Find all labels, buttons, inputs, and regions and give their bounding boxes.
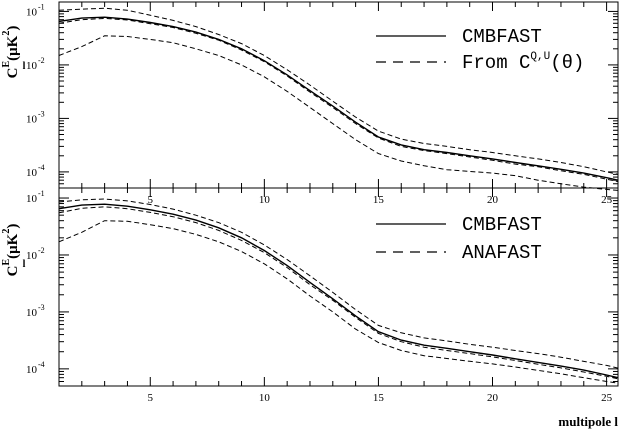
- x-tick-label: 5: [148, 392, 154, 404]
- legend-label-text: ANAFAST: [462, 242, 542, 264]
- y-axis-label: CE(μK2): [1, 224, 21, 277]
- series-line-dashed: [58, 220, 619, 384]
- x-tick-label: 20: [487, 194, 499, 206]
- y-tick-base: 10: [26, 113, 38, 125]
- x-tick-label: 15: [373, 194, 385, 206]
- series-line-dashed: [58, 7, 619, 175]
- y-axis-label-subscript: l: [23, 259, 26, 270]
- y-tick-exponent: -2: [38, 246, 45, 255]
- legend-label: CMBFAST: [462, 26, 542, 48]
- x-tick-label: 25: [601, 392, 613, 404]
- x-tick-label: 10: [259, 392, 271, 404]
- y-tick-label: 10: [26, 6, 38, 18]
- series-line-dashed: [58, 35, 619, 191]
- y-tick-base: 10: [26, 193, 38, 205]
- x-tick-label: 25: [601, 194, 613, 206]
- y-tick-exponent: -4: [38, 163, 45, 172]
- y-tick-label: 10: [26, 307, 38, 319]
- y-tick-exponent: -1: [38, 2, 45, 11]
- legend-label-text: From C: [462, 52, 530, 74]
- legend-label: ANAFAST: [462, 242, 542, 264]
- x-tick-label: 10: [259, 194, 271, 206]
- y-tick-label: 10: [26, 60, 38, 72]
- legend-label: From CQ,U(θ): [462, 51, 584, 74]
- y-axis-label-subscript: l: [23, 61, 26, 72]
- y-tick-exponent: -3: [38, 303, 45, 312]
- y-tick-base: 10: [26, 60, 38, 72]
- y-tick-label: 10: [26, 364, 38, 376]
- y-tick-label: 10: [26, 193, 38, 205]
- x-tick-label: 15: [373, 392, 385, 404]
- y-axis-label-part: C: [5, 266, 21, 277]
- legend-label: CMBFAST: [462, 214, 542, 236]
- y-axis-label-part: 2: [1, 229, 12, 234]
- y-tick-exponent: -4: [38, 360, 45, 369]
- y-tick-base: 10: [26, 364, 38, 376]
- y-axis-label-part: E: [1, 259, 12, 266]
- y-axis-label-part: C: [5, 68, 21, 79]
- y-axis-label-part: (μK: [5, 35, 21, 60]
- legend-label-text: CMBFAST: [462, 214, 542, 236]
- series-line-solid: [58, 203, 619, 379]
- series-line-dashed: [58, 206, 619, 380]
- y-tick-label: 10: [26, 250, 38, 262]
- legend-label-suffix: (θ): [550, 52, 584, 74]
- legend-label-superscript: Q,U: [530, 51, 550, 63]
- y-tick-base: 10: [26, 6, 38, 18]
- y-axis-label-part: ): [5, 26, 21, 31]
- legend-label-text: CMBFAST: [462, 26, 542, 48]
- y-axis-label-part: 2: [1, 31, 12, 36]
- y-axis-label-part: ): [5, 224, 21, 229]
- series-line-solid: [58, 16, 619, 181]
- y-tick-base: 10: [26, 307, 38, 319]
- y-tick-base: 10: [26, 250, 38, 262]
- y-tick-exponent: -3: [38, 109, 45, 118]
- x-axis-label: multipole l: [558, 414, 618, 429]
- y-tick-label: 10: [26, 167, 38, 179]
- y-axis-label-part: E: [1, 61, 12, 68]
- y-axis-label: CE(μK2): [1, 26, 21, 79]
- y-tick-exponent: -2: [38, 56, 45, 65]
- y-axis-label-part: (μK: [5, 233, 21, 258]
- y-tick-exponent: -1: [38, 189, 45, 198]
- y-tick-base: 10: [26, 167, 38, 179]
- x-tick-label: 20: [487, 392, 499, 404]
- plot-frame: [58, 187, 619, 387]
- y-tick-label: 10: [26, 113, 38, 125]
- x-tick-label: 5: [148, 194, 154, 206]
